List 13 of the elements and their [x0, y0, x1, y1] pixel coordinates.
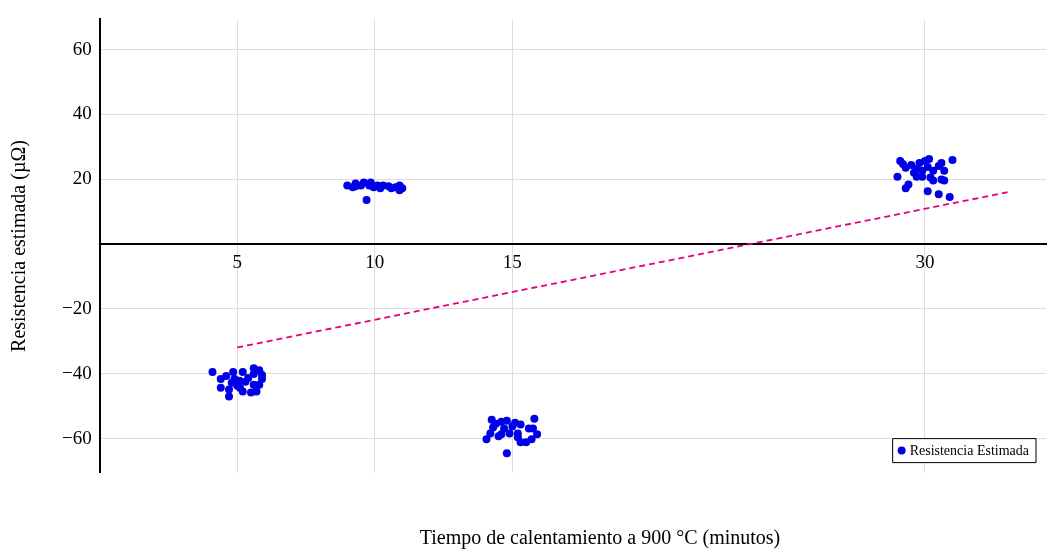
- y-axis-title: Resistencia estimada (µΩ): [7, 140, 31, 352]
- y-tick-label: 40: [72, 102, 92, 124]
- y-tick-label: 60: [72, 37, 92, 59]
- y-tick-label: −20: [62, 296, 92, 318]
- y-tick-label: −40: [62, 361, 92, 383]
- y-tick-label: −60: [62, 426, 92, 448]
- y-tick-label: 20: [72, 167, 92, 189]
- x-tick-label: 30: [915, 251, 935, 273]
- x-tick-label: 15: [502, 251, 522, 273]
- x-tick-label: 5: [232, 251, 243, 273]
- legend-label: Resistencia Estimada: [909, 443, 1030, 459]
- x-tick-label: 10: [365, 251, 385, 273]
- x-axis-title: Tiempo de calentamiento a 900 °C (minutos): [418, 526, 782, 549]
